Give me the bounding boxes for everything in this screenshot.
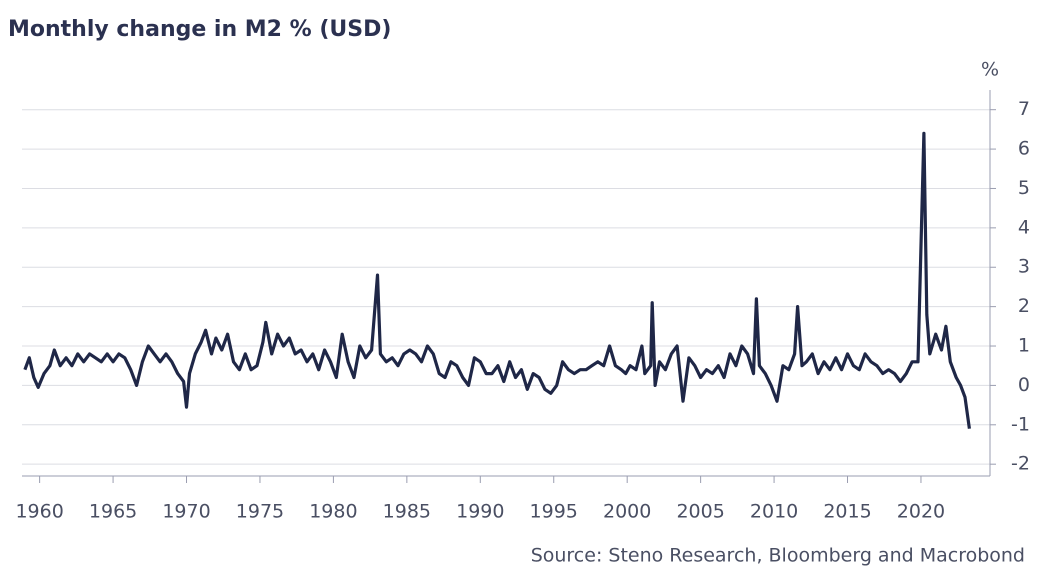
x-tick-label: 1995 [530, 501, 578, 523]
x-tick-label: 2010 [750, 501, 798, 523]
y-tick-label: 3 [1018, 256, 1030, 278]
x-tick-label: 1960 [15, 501, 63, 523]
y-tick-label: 7 [1018, 98, 1030, 120]
x-tick-label: 1980 [309, 501, 357, 523]
x-tick-label: 1970 [162, 501, 210, 523]
y-tick-label: -2 [1011, 453, 1030, 475]
y-tick-label: -1 [1011, 413, 1030, 435]
x-tick-label: 1975 [236, 501, 284, 523]
data-line [23, 131, 971, 429]
source-note: Source: Steno Research, Bloomberg and Ma… [531, 545, 1025, 567]
y-tick-label: 4 [1018, 216, 1030, 238]
x-tick-label: 2015 [823, 501, 871, 523]
y-tick-label: 1 [1018, 335, 1030, 357]
y-tick-label: 2 [1018, 295, 1030, 317]
y-axis-unit: % [981, 59, 999, 81]
x-tick-label: 2005 [676, 501, 724, 523]
chart-title: Monthly change in M2 % (USD) [8, 17, 391, 42]
x-tick-label: 1990 [456, 501, 504, 523]
x-tick-label: 2020 [897, 501, 945, 523]
x-tick-label: 2000 [603, 501, 651, 523]
x-tick-label: 1985 [383, 501, 431, 523]
y-tick-label: 5 [1018, 177, 1030, 199]
y-tick-label: 6 [1018, 138, 1030, 160]
x-tick-label: 1965 [89, 501, 137, 523]
y-tick-label: 0 [1018, 374, 1030, 396]
